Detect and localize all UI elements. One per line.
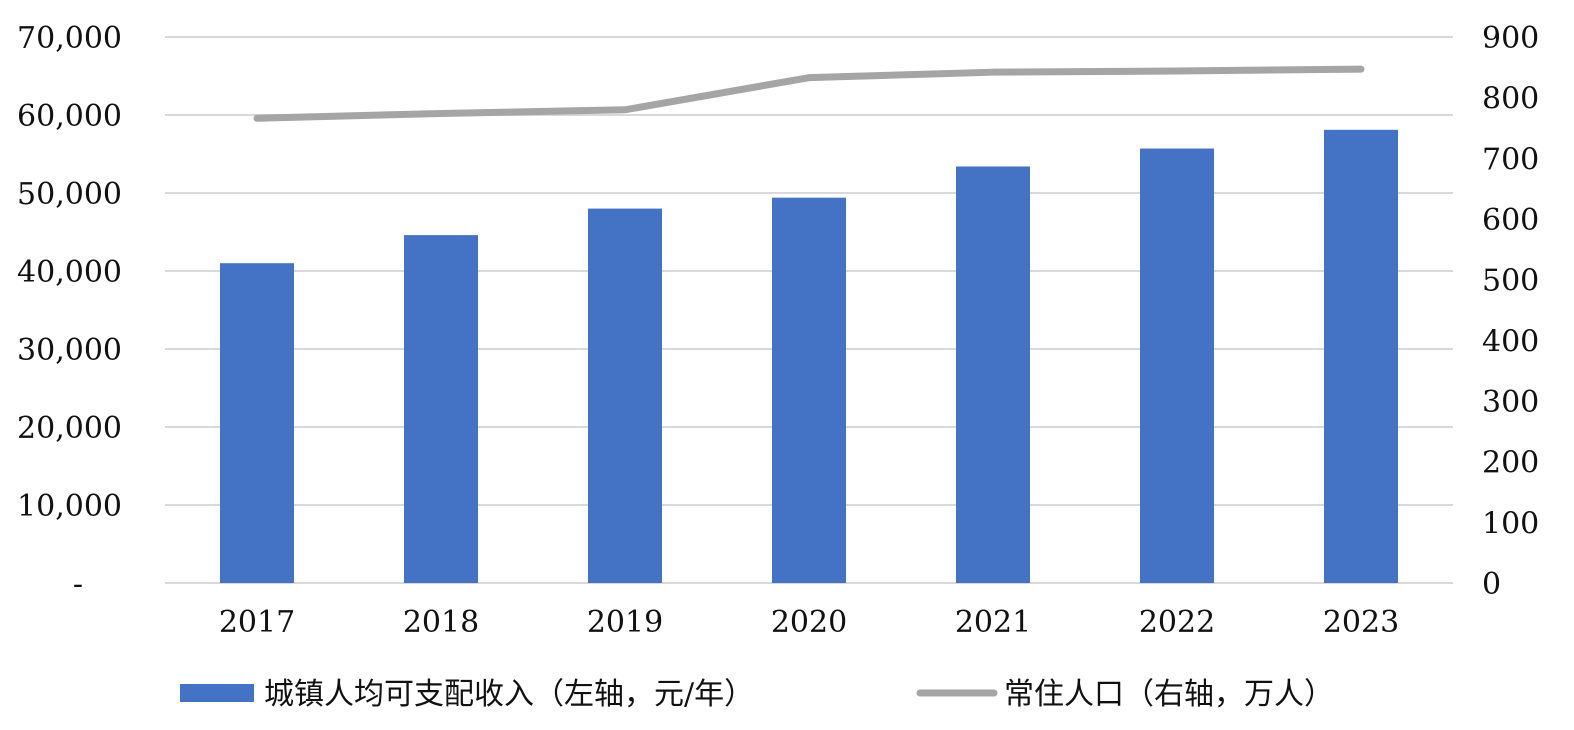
bar-series — [220, 129, 1398, 584]
bar-2023 — [1324, 129, 1398, 583]
right-tick-label: 300 — [1482, 385, 1539, 420]
left-tick-label: 10,000 — [17, 489, 122, 524]
x-tick-label: 2022 — [1139, 605, 1215, 640]
x-tick-label: 2017 — [219, 605, 295, 640]
right-tick-label: 900 — [1482, 21, 1539, 56]
right-tick-label: 700 — [1482, 142, 1539, 177]
right-tick-label: 200 — [1482, 446, 1539, 481]
left-tick-label: 60,000 — [17, 99, 122, 134]
population-line — [253, 65, 1365, 122]
right-tick-label: 800 — [1482, 82, 1539, 117]
x-tick-label: 2019 — [587, 605, 663, 640]
bar-2021 — [956, 166, 1030, 584]
right-tick-label: 0 — [1482, 567, 1501, 602]
x-tick-label: 2023 — [1323, 605, 1399, 640]
x-axis: 2017 2018 2019 2020 2021 2022 2023 — [219, 605, 1399, 640]
bar-2017 — [220, 263, 294, 583]
left-tick-label: 40,000 — [17, 255, 122, 290]
right-tick-label: 100 — [1482, 506, 1539, 541]
left-tick-label: 30,000 — [17, 333, 122, 368]
bar-2020 — [772, 197, 846, 583]
bar-2018 — [404, 235, 478, 583]
left-tick-label: 70,000 — [17, 21, 122, 56]
legend-label-population: 常住人口（右轴，万人） — [1004, 677, 1334, 712]
bar-2022 — [1140, 148, 1214, 584]
legend-label-income: 城镇人均可支配收入（左轴，元/年） — [264, 677, 754, 712]
right-axis: 0 100 200 300 400 500 600 700 800 900 — [1482, 21, 1539, 602]
bar-2019 — [588, 208, 662, 583]
right-tick-label: 500 — [1482, 264, 1539, 299]
x-tick-label: 2021 — [955, 605, 1031, 640]
legend: 城镇人均可支配收入（左轴，元/年） 常住人口（右轴，万人） — [180, 677, 1334, 712]
line-series — [253, 65, 1365, 122]
x-tick-label: 2018 — [403, 605, 479, 640]
right-tick-label: 600 — [1482, 203, 1539, 238]
x-tick-label: 2020 — [771, 605, 847, 640]
left-tick-label: - — [73, 567, 83, 602]
left-tick-label: 20,000 — [17, 411, 122, 446]
legend-swatch-income — [180, 684, 254, 702]
right-tick-label: 400 — [1482, 324, 1539, 359]
left-axis: - 10,000 20,000 30,000 40,000 50,000 60,000 70,… — [17, 21, 122, 602]
left-tick-label: 50,000 — [17, 177, 122, 212]
